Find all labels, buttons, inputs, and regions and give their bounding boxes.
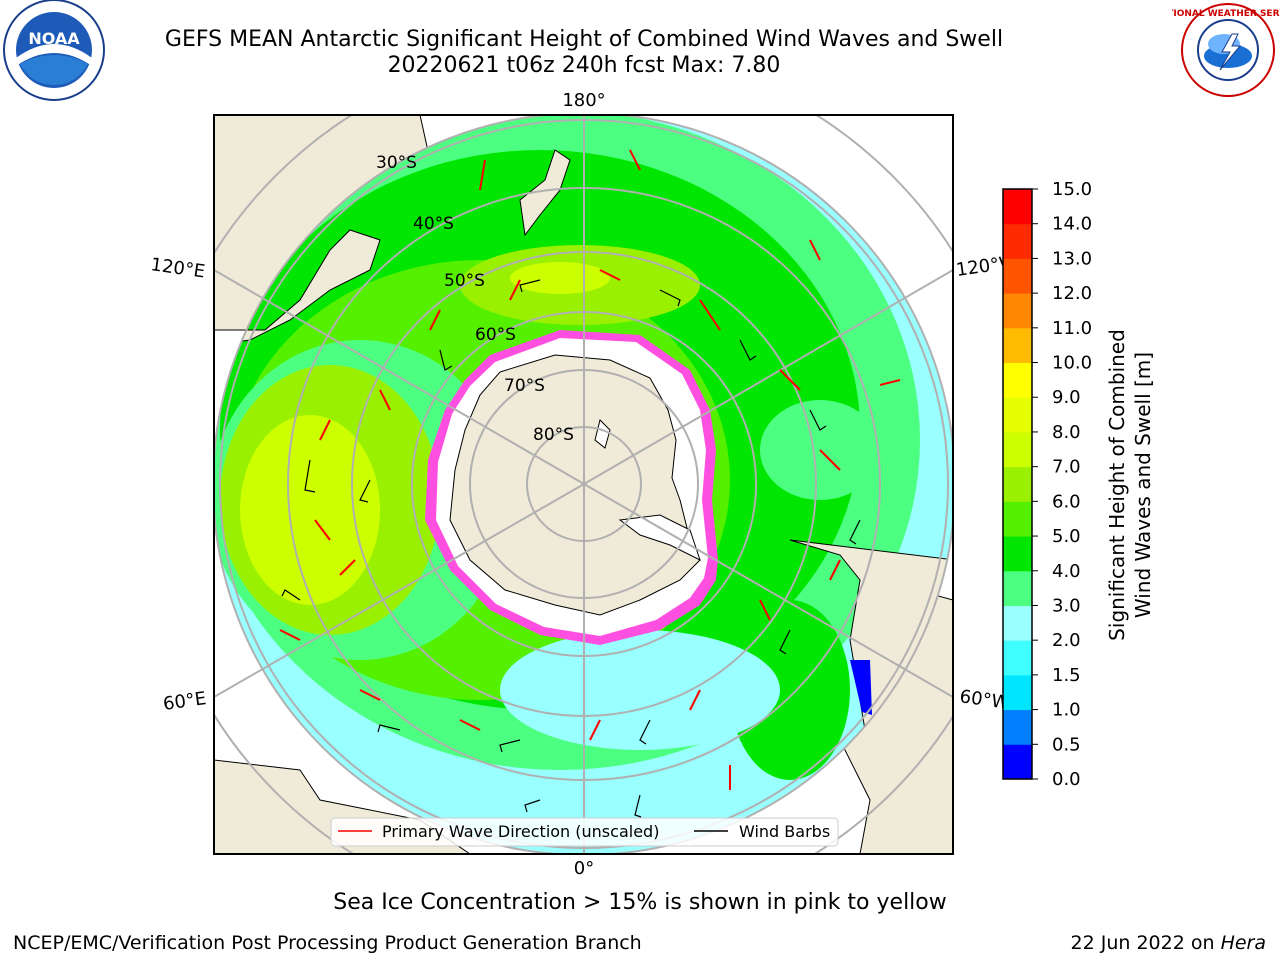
chart-title: GEFS MEAN Antarctic Significant Height o… [164,27,1004,52]
colorbar-segment [1003,362,1032,398]
colorbar-label-line1: Significant Height of Combined [1105,329,1129,641]
lon-label-0: 0° [574,858,594,879]
chart-subtitle: 20220621 t06z 240h fcst Max: 7.80 [387,53,781,78]
lon-label-180: 180° [562,90,605,111]
run-date: 22 Jun 2022 on Hera [1071,932,1266,954]
colorbar-tick-label: 15.0 [1052,179,1092,200]
run-date-text: 22 Jun 2022 on [1070,932,1221,954]
colorbar-tick-label: 1.0 [1052,700,1081,721]
legend-primary-wave: Primary Wave Direction (unscaled) [382,822,659,841]
colorbar-tick-label: 10.0 [1052,353,1092,374]
colorbar-tick-label: 5.0 [1052,526,1081,547]
colorbar-tick-label: 4.0 [1052,561,1081,582]
lat-label-40s: 40°S [413,214,454,234]
colorbar-tick-label: 14.0 [1052,214,1092,235]
colorbar-tick-label: 0.0 [1052,769,1081,790]
lat-label-50s: 50°S [444,271,485,291]
colorbar-segment [1003,674,1032,711]
colorbar-segment [1003,640,1032,676]
colorbar-segment [1003,744,1032,780]
colorbar-segment [1003,570,1032,606]
colorbar-tick-label: 9.0 [1052,387,1081,408]
colorbar-segment [1003,431,1032,468]
colorbar-segment [1003,223,1032,259]
colorbar-segment [1003,605,1032,641]
run-date-machine: Hera [1220,932,1266,954]
legend-wind-barbs: Wind Barbs [739,822,830,841]
colorbar-label-line2: Wind Waves and Swell [m] [1131,352,1155,618]
svg-text:NOAA: NOAA [28,29,80,48]
noaa-logo-icon: NOAA [3,0,105,101]
wind-barbs [281,279,861,818]
colorbar-segment [1003,258,1032,294]
colorbar-tick-label: 8.0 [1052,422,1081,443]
colorbar-segment [1003,501,1032,537]
colorbar-segment [1003,709,1032,745]
colorbar-segment [1003,397,1032,433]
colorbar: 0.0 0.5 1.0 1.5 2.0 3.0 4.0 5.0 6.0 7.0 8.0 9.0 10.0… [1003,179,1092,790]
wave-direction-arrows [279,149,901,790]
colorbar-tick-label: 12.0 [1052,283,1092,304]
colorbar-tick-label: 6.0 [1052,491,1081,512]
map-frame [213,114,954,855]
lat-label-30s: 30°S [376,153,417,173]
colorbar-segment [1003,536,1032,572]
map-legend [330,817,839,847]
sea-ice-note: Sea Ice Concentration > 15% is shown in … [333,890,947,915]
colorbar-tick-label: 2.0 [1052,630,1081,651]
lon-label-120e: 120°E [149,254,206,282]
lat-label-70s: 70°S [504,376,545,396]
nws-logo-icon: NATIONAL WEATHER SERVICE [1172,3,1280,97]
colorbar-tick-label: 0.5 [1052,734,1081,755]
colorbar-segment [1003,293,1032,329]
colorbar-tick-label: 11.0 [1052,318,1092,339]
colorbar-segment [1003,327,1032,364]
colorbar-tick-label: 7.0 [1052,457,1081,478]
credit-text: NCEP/EMC/Verification Post Processing Pr… [13,932,642,954]
colorbar-frame [1002,188,1033,780]
colorbar-segment [1003,189,1032,225]
lon-label-60e: 60°E [162,688,208,715]
colorbar-segment [1003,466,1032,502]
colorbar-tick-label: 3.0 [1052,595,1081,616]
colorbar-tick-label: 1.5 [1052,665,1081,686]
colorbar-tick-label: 13.0 [1052,248,1092,269]
svg-text:NATIONAL WEATHER SERVICE: NATIONAL WEATHER SERVICE [1172,9,1280,19]
lat-label-60s: 60°S [475,325,516,345]
lat-label-80s: 80°S [533,425,574,445]
